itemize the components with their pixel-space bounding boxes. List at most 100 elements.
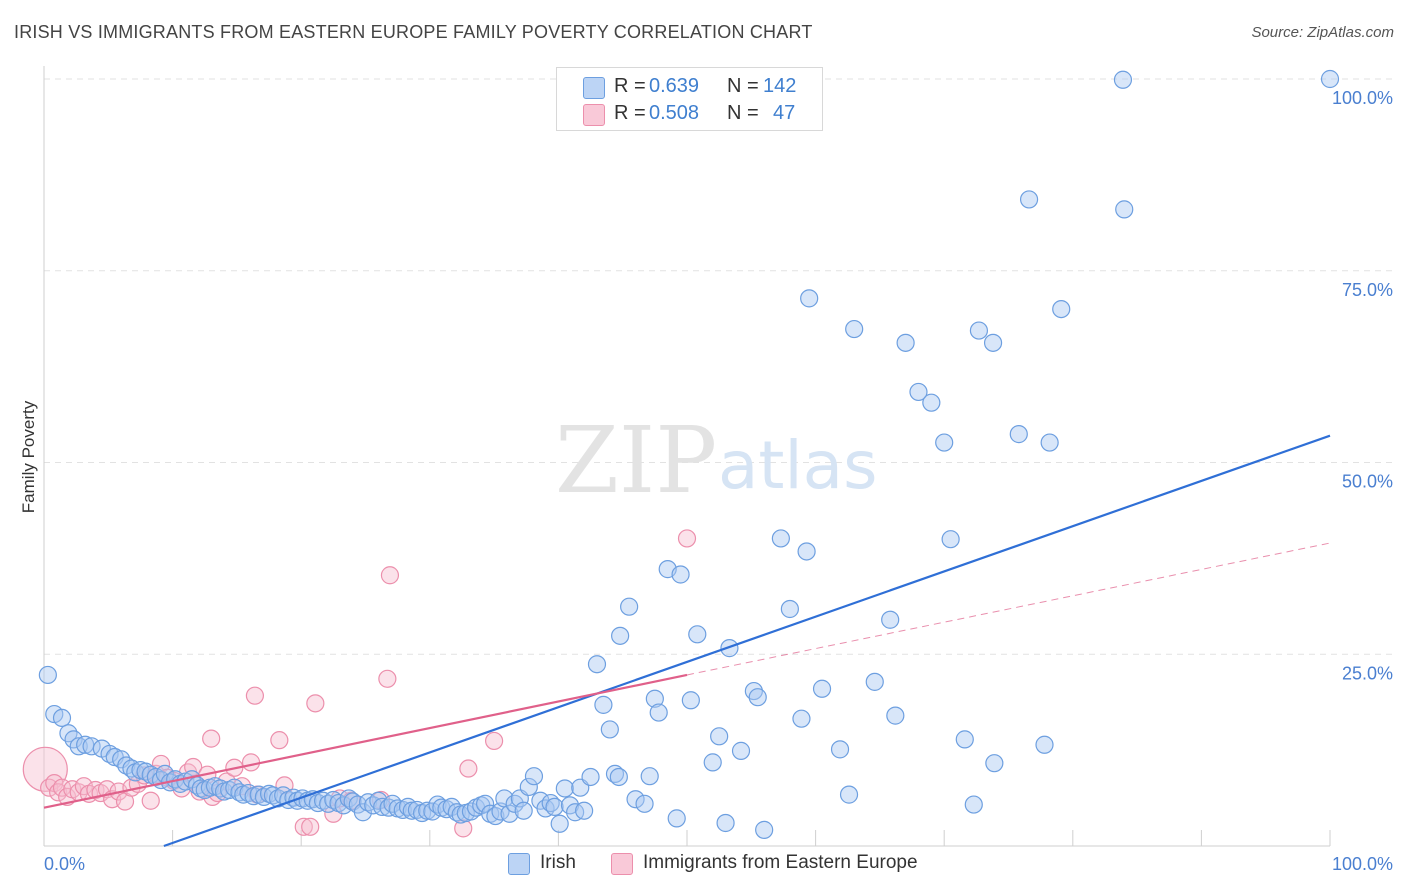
irish-point: [688, 625, 707, 644]
irish-point: [839, 785, 859, 804]
irish-point: [649, 703, 668, 722]
legend-label: Immigrants from Eastern Europe: [643, 852, 918, 873]
irish-point: [38, 665, 57, 685]
irish-point: [505, 794, 524, 813]
irish-point: [500, 804, 519, 823]
r-label: R =: [614, 75, 646, 97]
irish-point: [935, 433, 954, 452]
irish-point: [545, 797, 564, 816]
x-tick-label: 100.0%: [1332, 854, 1393, 874]
irish-point: [941, 530, 960, 549]
irish-point: [609, 767, 628, 787]
irish-point: [881, 610, 900, 629]
immigrants-point: [306, 694, 325, 713]
irish-point: [1115, 200, 1134, 219]
irish-point: [407, 800, 427, 820]
irish-point: [797, 542, 816, 561]
watermark-atlas: atlas: [718, 427, 878, 504]
n-value: 142: [763, 75, 797, 97]
irish-point: [100, 744, 119, 764]
irish-point: [581, 767, 600, 787]
immigrants-point: [459, 759, 478, 778]
r-label: R =: [614, 102, 646, 124]
irish-point: [716, 813, 735, 833]
immigrants-point: [245, 686, 265, 705]
immigrants-point: [22, 746, 68, 792]
irish-point: [313, 791, 333, 810]
watermark: ZIP atlas: [555, 407, 878, 514]
irish-point: [587, 655, 607, 674]
irish-point: [1113, 70, 1133, 89]
irish-point: [575, 801, 594, 820]
irish-point: [550, 814, 569, 833]
irish-point: [555, 779, 574, 798]
immigrants-point: [380, 566, 400, 585]
source-label: Source: ZipAtlas.com: [1251, 24, 1394, 41]
immigrants-point: [202, 729, 221, 748]
irish-point: [886, 706, 905, 725]
irish-point: [865, 672, 884, 691]
irish-point: [922, 393, 941, 412]
irish-point: [896, 333, 915, 352]
irish-point: [955, 730, 974, 749]
irish-point: [748, 688, 767, 707]
irish-point: [373, 797, 392, 816]
irish-point: [1035, 735, 1054, 754]
irish-point: [635, 794, 654, 813]
irish-point: [514, 801, 533, 820]
correlation-legend: R = 0.639 N = 142 R = 0.508 N = 47: [556, 67, 823, 131]
immigrants-swatch: [611, 853, 633, 875]
irish-point: [755, 820, 774, 839]
irish-point: [731, 741, 751, 760]
r-value: 0.639: [649, 75, 700, 97]
irish-point: [52, 708, 72, 728]
irish-point: [645, 689, 664, 708]
legend-row-irish: R = 0.639 N = 142: [557, 74, 822, 100]
y-axis-label: Family Poverty: [19, 400, 38, 513]
r-value: 0.508: [649, 102, 700, 124]
gridlines: [44, 78, 1395, 655]
immigrants-trendline-extension: [686, 542, 1331, 676]
irish-point: [681, 691, 700, 710]
irish-point: [640, 767, 659, 786]
irish-point: [909, 382, 928, 402]
irish-point: [600, 720, 619, 739]
irish-point: [983, 333, 1003, 352]
y-tick-label: 75.0%: [1342, 280, 1393, 300]
immigrants-point: [301, 817, 320, 836]
irish-point: [1009, 425, 1028, 444]
irish-point: [519, 777, 538, 797]
irish-point: [594, 695, 613, 714]
irish-swatch: [508, 853, 530, 875]
immigrants-point: [378, 669, 397, 688]
immigrants-point: [485, 731, 504, 751]
irish-point: [620, 597, 639, 616]
x-tick-label: 0.0%: [44, 854, 85, 874]
legend-label: Irish: [540, 852, 576, 873]
irish-point: [710, 727, 729, 746]
immigrants-point: [294, 817, 313, 836]
irish-point: [536, 799, 555, 818]
irish-point: [845, 319, 864, 339]
irish-point: [969, 321, 989, 340]
y-tick-label: 100.0%: [1332, 88, 1393, 108]
irish-point: [117, 756, 136, 775]
irish-point: [1320, 69, 1340, 89]
trendlines: [43, 434, 1331, 848]
watermark-zip: ZIP: [555, 407, 717, 514]
irish-point: [324, 790, 343, 810]
irish-point: [611, 626, 630, 645]
chart-title: IRISH VS IMMIGRANTS FROM EASTERN EUROPE …: [14, 22, 813, 42]
immigrants-point: [677, 529, 697, 548]
irish-point: [136, 762, 155, 781]
irish-point: [1052, 300, 1071, 319]
immigrants-trendline: [43, 673, 688, 809]
tick-labels: 25.0% 50.0% 75.0% 100.0% 0.0% 100.0%: [44, 88, 1393, 874]
y-tick-label: 25.0%: [1342, 663, 1393, 683]
irish-point: [418, 801, 437, 820]
immigrants-point: [241, 753, 261, 772]
irish-point: [703, 753, 722, 772]
irish-point: [792, 709, 811, 728]
irish-point: [475, 794, 495, 813]
